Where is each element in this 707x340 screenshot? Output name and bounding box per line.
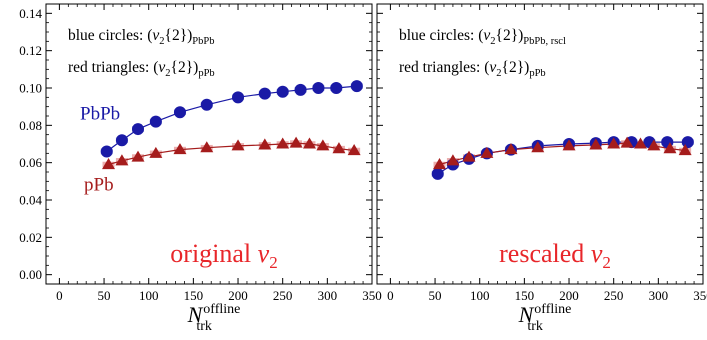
x-tick-label: 0 (387, 288, 394, 303)
x-tick-label: 250 (604, 288, 624, 303)
x-tick-label: 150 (184, 288, 204, 303)
data-point-triangle (276, 137, 290, 149)
data-point-triangle (678, 144, 692, 156)
legend-entry-red: red triangles: (v2{2})pPb (68, 59, 215, 79)
data-point-triangle (446, 154, 460, 166)
y-tick-label: 0.06 (19, 155, 42, 170)
data-point-circle (200, 98, 213, 111)
data-point-circle (173, 106, 186, 119)
data-point-triangle (562, 139, 576, 151)
y-tick-label: 0.04 (19, 193, 42, 208)
x-tick-label: 150 (515, 288, 535, 303)
x-tick-label: 350 (362, 288, 382, 303)
data-point-triangle (663, 142, 677, 154)
data-point-circle (312, 82, 325, 94)
data-point-circle (431, 167, 444, 180)
legend-entry-blue: blue circles: (v2{2})PbPb (68, 27, 214, 47)
x-tick-label: 50 (429, 288, 442, 303)
x-tick-label: 200 (559, 288, 579, 303)
data-point-triangle (480, 146, 494, 158)
data-point-triangle (589, 138, 603, 150)
data-point-circle (131, 123, 144, 136)
x-tick-label: 300 (649, 288, 669, 303)
data-point-circle (100, 145, 113, 158)
legend-entry-red: red triangles: (v2{2})pPb (399, 59, 546, 79)
y-tick-label: 0.02 (19, 230, 42, 245)
data-point-triangle (316, 139, 330, 151)
x-axis-title: Noffline trk (518, 302, 572, 334)
data-point-circle (276, 85, 289, 98)
x-tick-label: 100 (139, 288, 159, 303)
data-point-triangle (149, 146, 163, 158)
data-point-triangle (332, 142, 346, 154)
data-point-triangle (115, 154, 129, 166)
series-label-pbpb: PbPb (80, 104, 120, 125)
data-point-triangle (620, 136, 634, 148)
data-point-triangle (647, 139, 661, 151)
x-tick-label: 200 (228, 288, 248, 303)
data-point-circle (330, 82, 343, 94)
data-point-circle (681, 136, 694, 149)
x-tick-label: 100 (470, 288, 490, 303)
data-point-triangle (289, 136, 303, 148)
data-point-triangle (462, 150, 476, 162)
panel-original: 0 50 100 150 200 250 300 350 0.00 0.02 0.04 0.06 0.0… (19, 3, 382, 334)
fit-curve-pbpb (106, 85, 357, 152)
x-axis-title: Noffline trk (187, 302, 241, 334)
panel-rescaled: 0 50 100 150 200 250 300 350 blue circles: (v2{2… (376, 3, 707, 334)
data-point-triangle (607, 137, 621, 149)
data-point-circle (115, 134, 128, 147)
x-tick-label: 50 (98, 288, 111, 303)
data-point-triangle (633, 137, 647, 149)
x-tick-label: 0 (56, 288, 63, 303)
data-point-triangle (131, 150, 145, 162)
data-point-circle (149, 115, 162, 128)
data-point-triangle (504, 143, 518, 155)
series-label-ppb: pPb (84, 175, 114, 196)
data-point-circle (294, 83, 307, 96)
y-tick-label: 0.08 (19, 118, 42, 133)
y-tick-label: 0.14 (19, 6, 42, 21)
data-point-triangle (102, 158, 116, 170)
data-point-triangle (200, 141, 214, 153)
data-point-circle (258, 87, 271, 100)
x-tick-label: 300 (318, 288, 338, 303)
data-point-triangle (531, 141, 545, 153)
y-tick-label: 0.00 (19, 267, 42, 282)
panel-title: original v2 (170, 239, 277, 272)
x-tick-label: 250 (273, 288, 293, 303)
legend-entry-blue: blue circles: (v2{2})PbPb, rscl (399, 27, 566, 47)
x-tick-label: 350 (693, 288, 707, 303)
y-tick-label: 0.12 (19, 43, 42, 58)
data-point-triangle (433, 158, 447, 170)
data-point-triangle (302, 137, 316, 149)
y-tick-label: 0.10 (19, 81, 42, 96)
data-point-triangle (347, 144, 361, 156)
data-point-triangle (173, 143, 187, 155)
data-point-circle (350, 80, 363, 93)
data-point-triangle (258, 138, 272, 150)
data-point-triangle (231, 139, 245, 151)
data-point-circle (232, 91, 245, 104)
panel-title: rescaled v2 (499, 239, 611, 272)
